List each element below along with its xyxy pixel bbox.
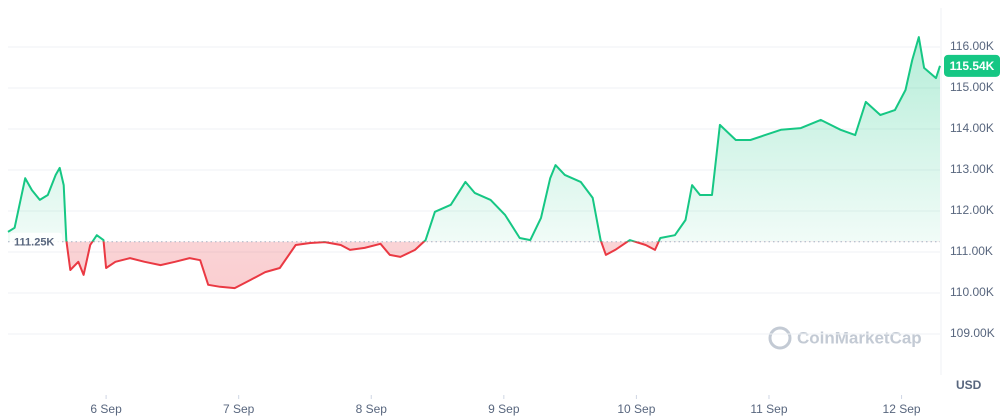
y-tick-label: 115.00K bbox=[950, 80, 994, 94]
baseline-label: 111.25K bbox=[14, 237, 54, 249]
price-area bbox=[8, 37, 940, 289]
current-price-label: 115.54K bbox=[950, 59, 995, 73]
x-tick-label: 12 Sep bbox=[883, 402, 921, 416]
x-tick-label: 7 Sep bbox=[223, 402, 255, 416]
y-tick-label: 111.00K bbox=[950, 244, 993, 258]
y-tick-label: 109.00K bbox=[950, 326, 995, 340]
watermark-text: CoinMarketCap bbox=[797, 328, 922, 347]
x-tick-label: 10 Sep bbox=[617, 402, 655, 416]
baseline-label-bg bbox=[10, 232, 62, 251]
y-tick-label: 113.00K bbox=[950, 162, 994, 176]
x-tick-label: 11 Sep bbox=[750, 402, 787, 416]
unit-label: USD bbox=[956, 378, 982, 392]
x-tick-label: 9 Sep bbox=[488, 402, 520, 416]
x-tick-label: 8 Sep bbox=[356, 402, 388, 416]
y-tick-label: 116.00K bbox=[950, 39, 994, 53]
y-tick-label: 114.00K bbox=[950, 121, 994, 135]
current-price-badge bbox=[944, 54, 1000, 77]
watermark-logo bbox=[768, 326, 792, 350]
y-tick-label: 110.00K bbox=[950, 285, 994, 299]
watermark: CoinMarketCap bbox=[768, 326, 922, 350]
x-tick-label: 6 Sep bbox=[90, 402, 122, 416]
y-tick-label: 112.00K bbox=[950, 203, 994, 217]
price-line bbox=[7, 36, 941, 290]
